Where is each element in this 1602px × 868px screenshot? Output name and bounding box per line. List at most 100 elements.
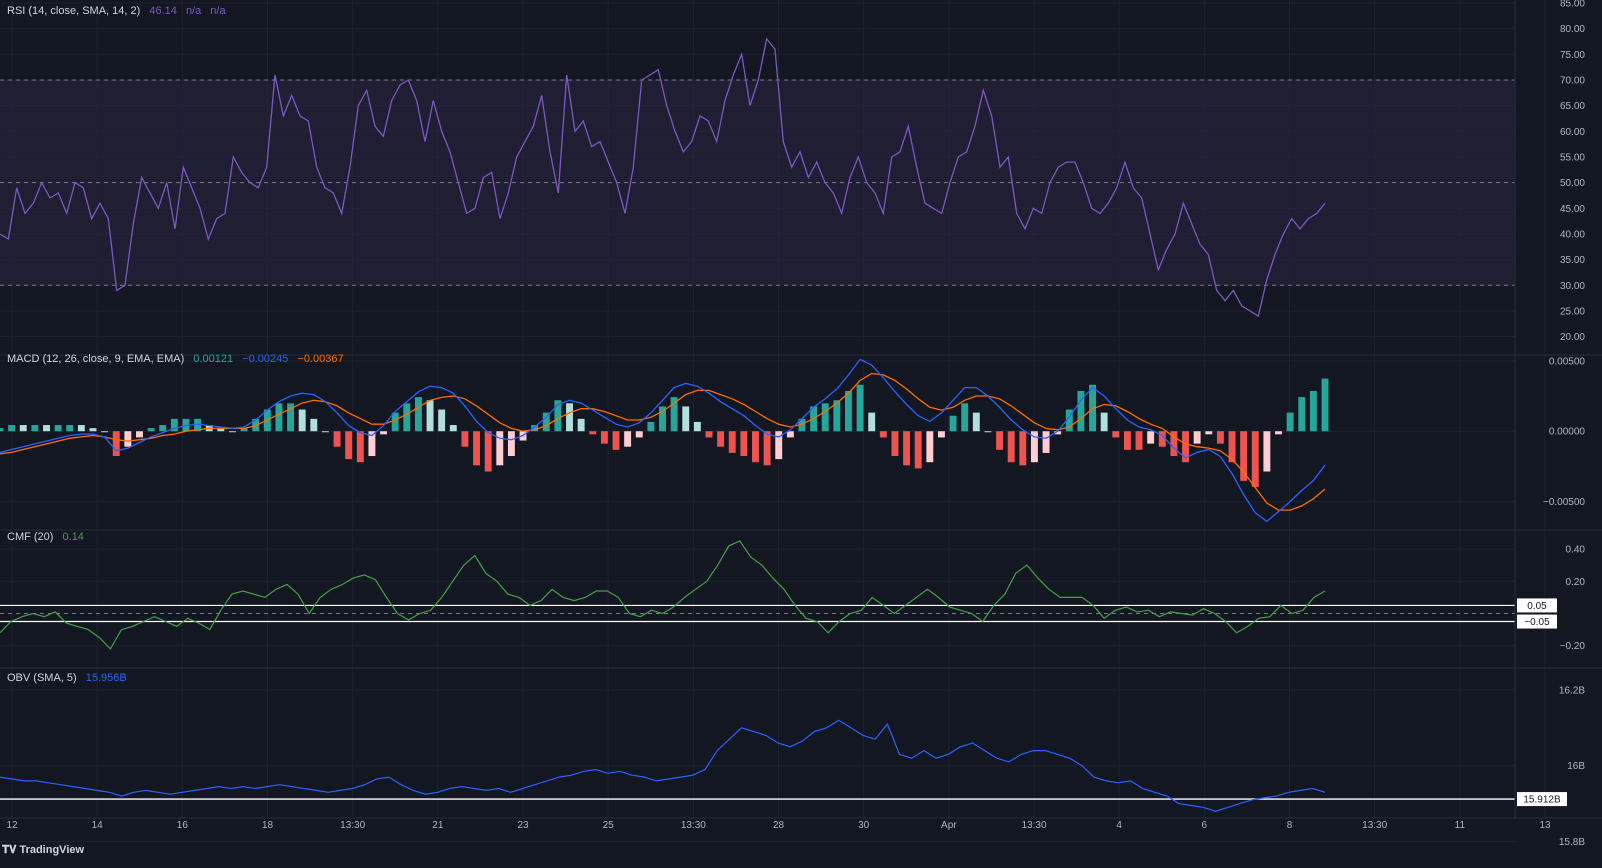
macd-histogram-bar: [682, 406, 690, 432]
macd-histogram-bar: [496, 431, 504, 466]
macd-histogram-bar: [8, 425, 16, 432]
rsi-legend-name: RSI (14, close, SMA, 14, 2): [7, 5, 141, 17]
tradingview-logo-text: TradingView: [19, 844, 85, 856]
macd-histogram-bar: [461, 431, 469, 447]
macd-histogram-bar: [1135, 431, 1143, 450]
macd-histogram-bar: [368, 431, 376, 457]
macd-histogram-bar: [740, 431, 748, 457]
macd-histogram-bar: [961, 403, 969, 432]
macd-histogram-bar: [54, 425, 62, 432]
x-tick-label: Apr: [941, 820, 957, 831]
macd-histogram-bar: [124, 431, 132, 447]
x-tick-label: 8: [1287, 820, 1293, 831]
macd-histogram-bar: [972, 412, 980, 432]
macd-histogram-bar: [1251, 431, 1259, 488]
macd-histogram-bar: [66, 425, 74, 432]
y-tick-label: 70.00: [1560, 75, 1585, 86]
macd-histogram-bar: [577, 418, 585, 432]
macd-histogram-bar: [1309, 390, 1317, 432]
macd-histogram-bar: [345, 431, 353, 460]
y-tick-label: 16B: [1567, 761, 1585, 772]
macd-histogram-bar: [298, 409, 306, 432]
macd-histogram-bar: [1205, 431, 1213, 435]
macd-histogram-bar: [659, 406, 666, 432]
y-tick-label: 85.00: [1560, 0, 1585, 10]
macd-histogram-bar: [1286, 412, 1294, 432]
x-tick-label: 13:30: [681, 820, 706, 831]
cmf-level-label: 0.05: [1527, 601, 1547, 612]
macd-histogram-bar: [635, 431, 643, 438]
macd-signal-line: [0, 372, 1326, 511]
macd-histogram-bar: [310, 418, 318, 432]
x-tick-label: 14: [92, 820, 104, 831]
x-tick-label: 28: [773, 820, 785, 831]
macd-histogram-bar: [1216, 431, 1224, 444]
macd-histogram-bar: [542, 412, 550, 432]
macd-histogram-bar: [240, 428, 248, 432]
macd-histogram-bar: [159, 425, 167, 432]
macd-histogram-bar: [728, 431, 736, 453]
macd-histogram-bar: [1112, 431, 1120, 438]
macd-histogram-bar: [531, 425, 539, 432]
y-tick-label: 80.00: [1560, 24, 1585, 35]
macd-histogram-bar: [1228, 431, 1236, 463]
y-tick-label: −0.00500: [1543, 497, 1585, 508]
y-tick-label: 0.40: [1566, 545, 1586, 556]
macd-histogram-bar: [170, 418, 178, 432]
macd-histogram-bar: [612, 431, 620, 450]
macd-histogram-bar: [670, 397, 678, 432]
y-tick-label: 30.00: [1560, 281, 1585, 292]
x-tick-label: 30: [858, 820, 870, 831]
x-tick-label: 13: [1539, 820, 1551, 831]
rsi-line: [0, 37, 1326, 318]
macd-histogram-bar: [566, 403, 573, 432]
macd-histogram-bar: [1123, 431, 1131, 450]
macd-histogram-bar: [1054, 431, 1062, 435]
macd-histogram-bar: [1182, 431, 1189, 463]
tradingview-logo[interactable]: 𝐓𝐕 TradingView: [2, 844, 84, 857]
macd-histogram-bar: [554, 400, 562, 432]
macd-histogram-bar: [937, 431, 945, 438]
macd-histogram-bar: [693, 421, 701, 432]
macd-histogram-bar: [798, 418, 806, 432]
macd-histogram-bar: [996, 431, 1004, 450]
macd-histogram-bar: [926, 431, 934, 463]
macd-histogram-bar: [1240, 431, 1248, 481]
macd-histogram-bar: [624, 431, 632, 447]
macd-histogram-bar: [31, 425, 39, 432]
macd-histogram-bar: [1100, 412, 1108, 432]
macd-histogram-bar: [1170, 431, 1178, 457]
tradingview-logo-icon: 𝐓𝐕: [2, 844, 17, 856]
cmf-legend-value: 0.14: [62, 531, 84, 543]
x-tick-label: 6: [1202, 820, 1208, 831]
cmf-level-tag: [1517, 614, 1557, 629]
y-tick-label: 60.00: [1560, 127, 1585, 138]
macd-histogram-bar: [101, 431, 109, 433]
macd-histogram-bar: [217, 428, 225, 432]
cmf-line: [0, 540, 1326, 650]
macd-histogram-bar: [1298, 397, 1306, 432]
macd-histogram-bar: [647, 421, 655, 432]
macd-histogram-bar: [786, 431, 794, 438]
macd-histogram-bar: [1030, 431, 1038, 463]
rsi-legend: RSI (14, close, SMA, 14, 2) 46.14 n/a n/…: [7, 5, 232, 17]
x-tick-label: 13:30: [340, 820, 365, 831]
macd-histogram-bar: [228, 431, 236, 433]
y-tick-label: 15.8B: [1559, 837, 1585, 848]
x-tick-label: 16: [177, 820, 189, 831]
macd-histogram-bar: [949, 415, 957, 432]
macd-histogram-bar: [1158, 431, 1166, 447]
cmf-level-label: −0.05: [1524, 617, 1550, 628]
macd-histogram-bar: [449, 425, 457, 432]
cmf-legend: CMF (20) 0.14: [7, 531, 90, 543]
macd-histogram-bar: [391, 412, 399, 432]
macd-histogram-bar: [403, 403, 411, 432]
y-tick-label: 25.00: [1560, 306, 1585, 317]
macd-histogram-bar: [333, 431, 341, 447]
macd-histogram-bar: [136, 431, 143, 438]
y-tick-label: 40.00: [1560, 229, 1585, 240]
macd-histogram-bar: [484, 431, 492, 472]
macd-histogram-bar: [589, 431, 597, 435]
